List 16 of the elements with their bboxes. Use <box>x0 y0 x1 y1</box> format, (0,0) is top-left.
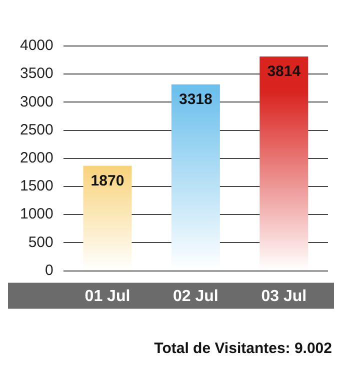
data-label: 3814 <box>267 63 302 80</box>
text: Total de Visitantes: 9.002 <box>154 340 332 357</box>
y-tick-label: 0 <box>45 262 54 279</box>
y-tick-label: 1500 <box>20 178 54 195</box>
y-tick-label: 2500 <box>20 121 54 138</box>
x-tick-label: 02 Jul <box>173 288 218 305</box>
x-tick-label: 03 Jul <box>261 288 307 305</box>
data-label: 3318 <box>178 90 212 108</box>
x-tick-label: 01 Jul <box>84 288 130 305</box>
y-tick-label: 4000 <box>20 37 54 54</box>
y-tick-label: 3500 <box>20 65 54 82</box>
y-tick-label: 500 <box>28 234 54 251</box>
y-tick-label: 1000 <box>20 206 54 223</box>
y-tick-label: 3000 <box>20 93 54 110</box>
y-tick-label: 2000 <box>20 150 54 167</box>
data-label: 1870 <box>90 172 124 190</box>
